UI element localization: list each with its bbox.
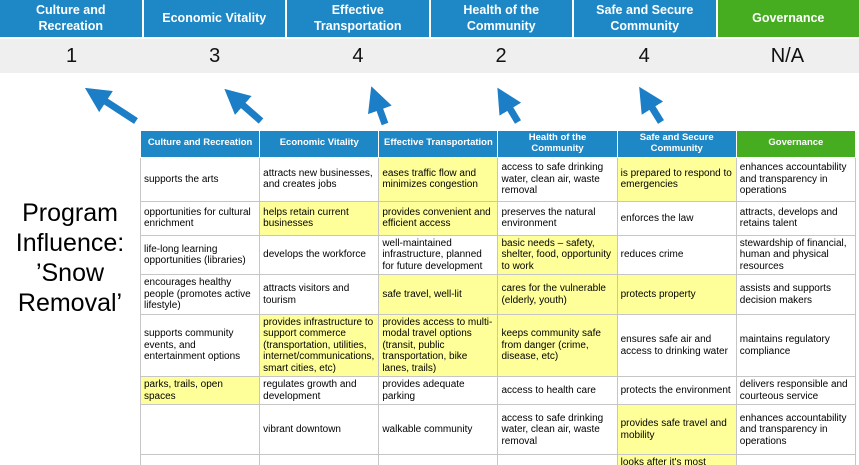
matrix-row-4: encourages healthy people (promotes acti… <box>139 274 857 315</box>
matrix-cell: keeps community safe from danger (crime,… <box>497 313 618 378</box>
matrix-cell: attracts visitors and tourism <box>259 274 380 315</box>
matrix-cell: supports community events, and entertain… <box>139 313 261 378</box>
matrix-body: supports the arts attracts new businesses… <box>139 156 857 465</box>
matrix-cell: provides infrastructure to support comme… <box>259 313 380 378</box>
matrix-cell-empty <box>497 454 618 465</box>
matrix-cell: attracts, develops and retains talent <box>735 200 857 236</box>
matrix-header-economic-vitality: Economic Vitality <box>259 130 380 158</box>
banner-score-governance: N/A <box>770 44 805 67</box>
program-title-line: Removal’ <box>17 289 123 317</box>
matrix-cell: walkable community <box>378 404 499 456</box>
matrix-cell: encourages healthy people (promotes acti… <box>139 274 261 315</box>
matrix-cell: protects the environment <box>616 376 737 406</box>
banner-header-effective-transportation: Effective Transportation <box>287 0 429 37</box>
matrix-row-7: vibrant downtown walkable community access… <box>139 404 857 456</box>
program-title-line: Program <box>22 199 118 227</box>
matrix-cell: access to health care <box>497 376 618 406</box>
matrix-cell: preserves the natural environment <box>497 200 618 236</box>
matrix-cell: provides safe travel and mobility <box>616 404 737 456</box>
matrix-cell: helps retain current businesses <box>259 200 380 236</box>
matrix-header-governance: Governance <box>735 130 857 158</box>
matrix-cell: cares for the vulnerable (elderly, youth… <box>497 274 618 315</box>
banner-header-governance: Governance <box>717 0 859 37</box>
banner-score-health-of-the-community: 2 <box>495 44 507 67</box>
matrix-header-row: Culture and Recreation Economic Vitality E… <box>139 130 857 158</box>
matrix-cell: eases traffic flow and minimizes congest… <box>378 156 499 202</box>
banner-score-culture-and-recreation: 1 <box>66 44 78 67</box>
program-title-line: Influence: <box>15 229 125 257</box>
matrix-header-safe-and-secure-community: Safe and Secure Community <box>616 130 737 158</box>
matrix-cell: provides convenient and efficient access <box>378 200 499 236</box>
matrix-cell-empty <box>259 454 380 465</box>
matrix-header-health-of-the-community: Health of the Community <box>497 130 618 158</box>
influence-matrix: Culture and Recreation Economic Vitality E… <box>139 130 857 465</box>
matrix-cell: well-maintained infrastructure, planned … <box>378 234 499 276</box>
matrix-cell: assists and supports decision makers <box>735 274 857 315</box>
matrix-row-5: supports community events, and entertain… <box>139 313 857 378</box>
up-arrow-icon <box>84 87 138 124</box>
banner-header-economic-vitality: Economic Vitality <box>143 0 285 37</box>
banner-score-economic-vitality: 3 <box>209 44 221 67</box>
score-arrows <box>84 86 664 126</box>
banner-header-health-of-the-community: Health of the Community <box>430 0 572 37</box>
matrix-row-1: supports the arts attracts new businesses… <box>139 156 857 202</box>
matrix-cell-empty <box>139 454 261 465</box>
matrix-cell: stewardship of financial, human and phys… <box>735 234 857 276</box>
matrix-cell: opportunities for cultural enrichment <box>139 200 261 236</box>
matrix-cell: enhances accountability and transparency… <box>735 156 857 202</box>
matrix-cell: safe travel, well-lit <box>378 274 499 315</box>
matrix-row-6: parks, trails, open spaces regulates grow… <box>139 376 857 406</box>
program-title: Program Influence: ’Snow Removal’ <box>0 198 140 318</box>
banner-score-row: 1 3 4 2 4 N/A <box>0 39 859 73</box>
matrix-cell-empty <box>139 404 261 456</box>
up-arrow-icon <box>497 87 522 124</box>
matrix-row-3: life-long learning opportunities (librar… <box>139 234 857 276</box>
matrix-cell: life-long learning opportunities (librar… <box>139 234 261 276</box>
matrix-cell: access to safe drinking water, clean air… <box>497 404 618 456</box>
matrix-cell: enhances accountability and transparency… <box>735 404 857 456</box>
matrix-cell: provides adequate parking <box>378 376 499 406</box>
matrix-cell: ensures safe air and access to drinking … <box>616 313 737 378</box>
matrix-cell: protects property <box>616 274 737 315</box>
matrix-cell: parks, trails, open spaces <box>139 376 261 406</box>
matrix-cell: reduces crime <box>616 234 737 276</box>
matrix-cell-empty <box>735 454 857 465</box>
up-arrow-icon <box>639 86 664 124</box>
matrix-cell: looks after it's most vulnerable <box>616 454 737 465</box>
matrix-cell: supports the arts <box>139 156 261 202</box>
matrix-head: Culture and Recreation Economic Vitality E… <box>139 130 857 158</box>
matrix-cell: basic needs – safety, shelter, food, opp… <box>497 234 618 276</box>
up-arrow-icon <box>368 86 392 126</box>
banner-header-row: Culture and Recreation Economic Vitality E… <box>0 0 859 37</box>
matrix-cell: develops the workforce <box>259 234 380 276</box>
matrix-cell: maintains regulatory compliance <box>735 313 857 378</box>
program-title-line: ’Snow <box>35 259 105 287</box>
banner-score-effective-transportation: 4 <box>352 44 364 67</box>
matrix-cell: provides access to multi-modal travel op… <box>378 313 499 378</box>
matrix-cell: delivers responsible and courteous servi… <box>735 376 857 406</box>
banner-score-safe-and-secure-community: 4 <box>638 44 650 67</box>
banner-header-culture-and-recreation: Culture and Recreation <box>0 0 142 37</box>
banner-header-safe-and-secure-community: Safe and Secure Community <box>574 0 716 37</box>
matrix-header-culture-and-recreation: Culture and Recreation <box>139 130 261 158</box>
matrix-cell: is prepared to respond to emergencies <box>616 156 737 202</box>
matrix-header-effective-transportation: Effective Transportation <box>378 130 499 158</box>
matrix-cell: attracts new businesses, and creates job… <box>259 156 380 202</box>
matrix-cell-empty <box>378 454 499 465</box>
matrix-cell: regulates growth and development <box>259 376 380 406</box>
matrix-row-8: looks after it's most vulnerable <box>139 454 857 465</box>
matrix-row-2: opportunities for cultural enrichment hel… <box>139 200 857 236</box>
matrix-cell: enforces the law <box>616 200 737 236</box>
matrix-cell: access to safe drinking water, clean air… <box>497 156 618 202</box>
up-arrow-icon <box>224 88 264 124</box>
matrix-cell: vibrant downtown <box>259 404 380 456</box>
